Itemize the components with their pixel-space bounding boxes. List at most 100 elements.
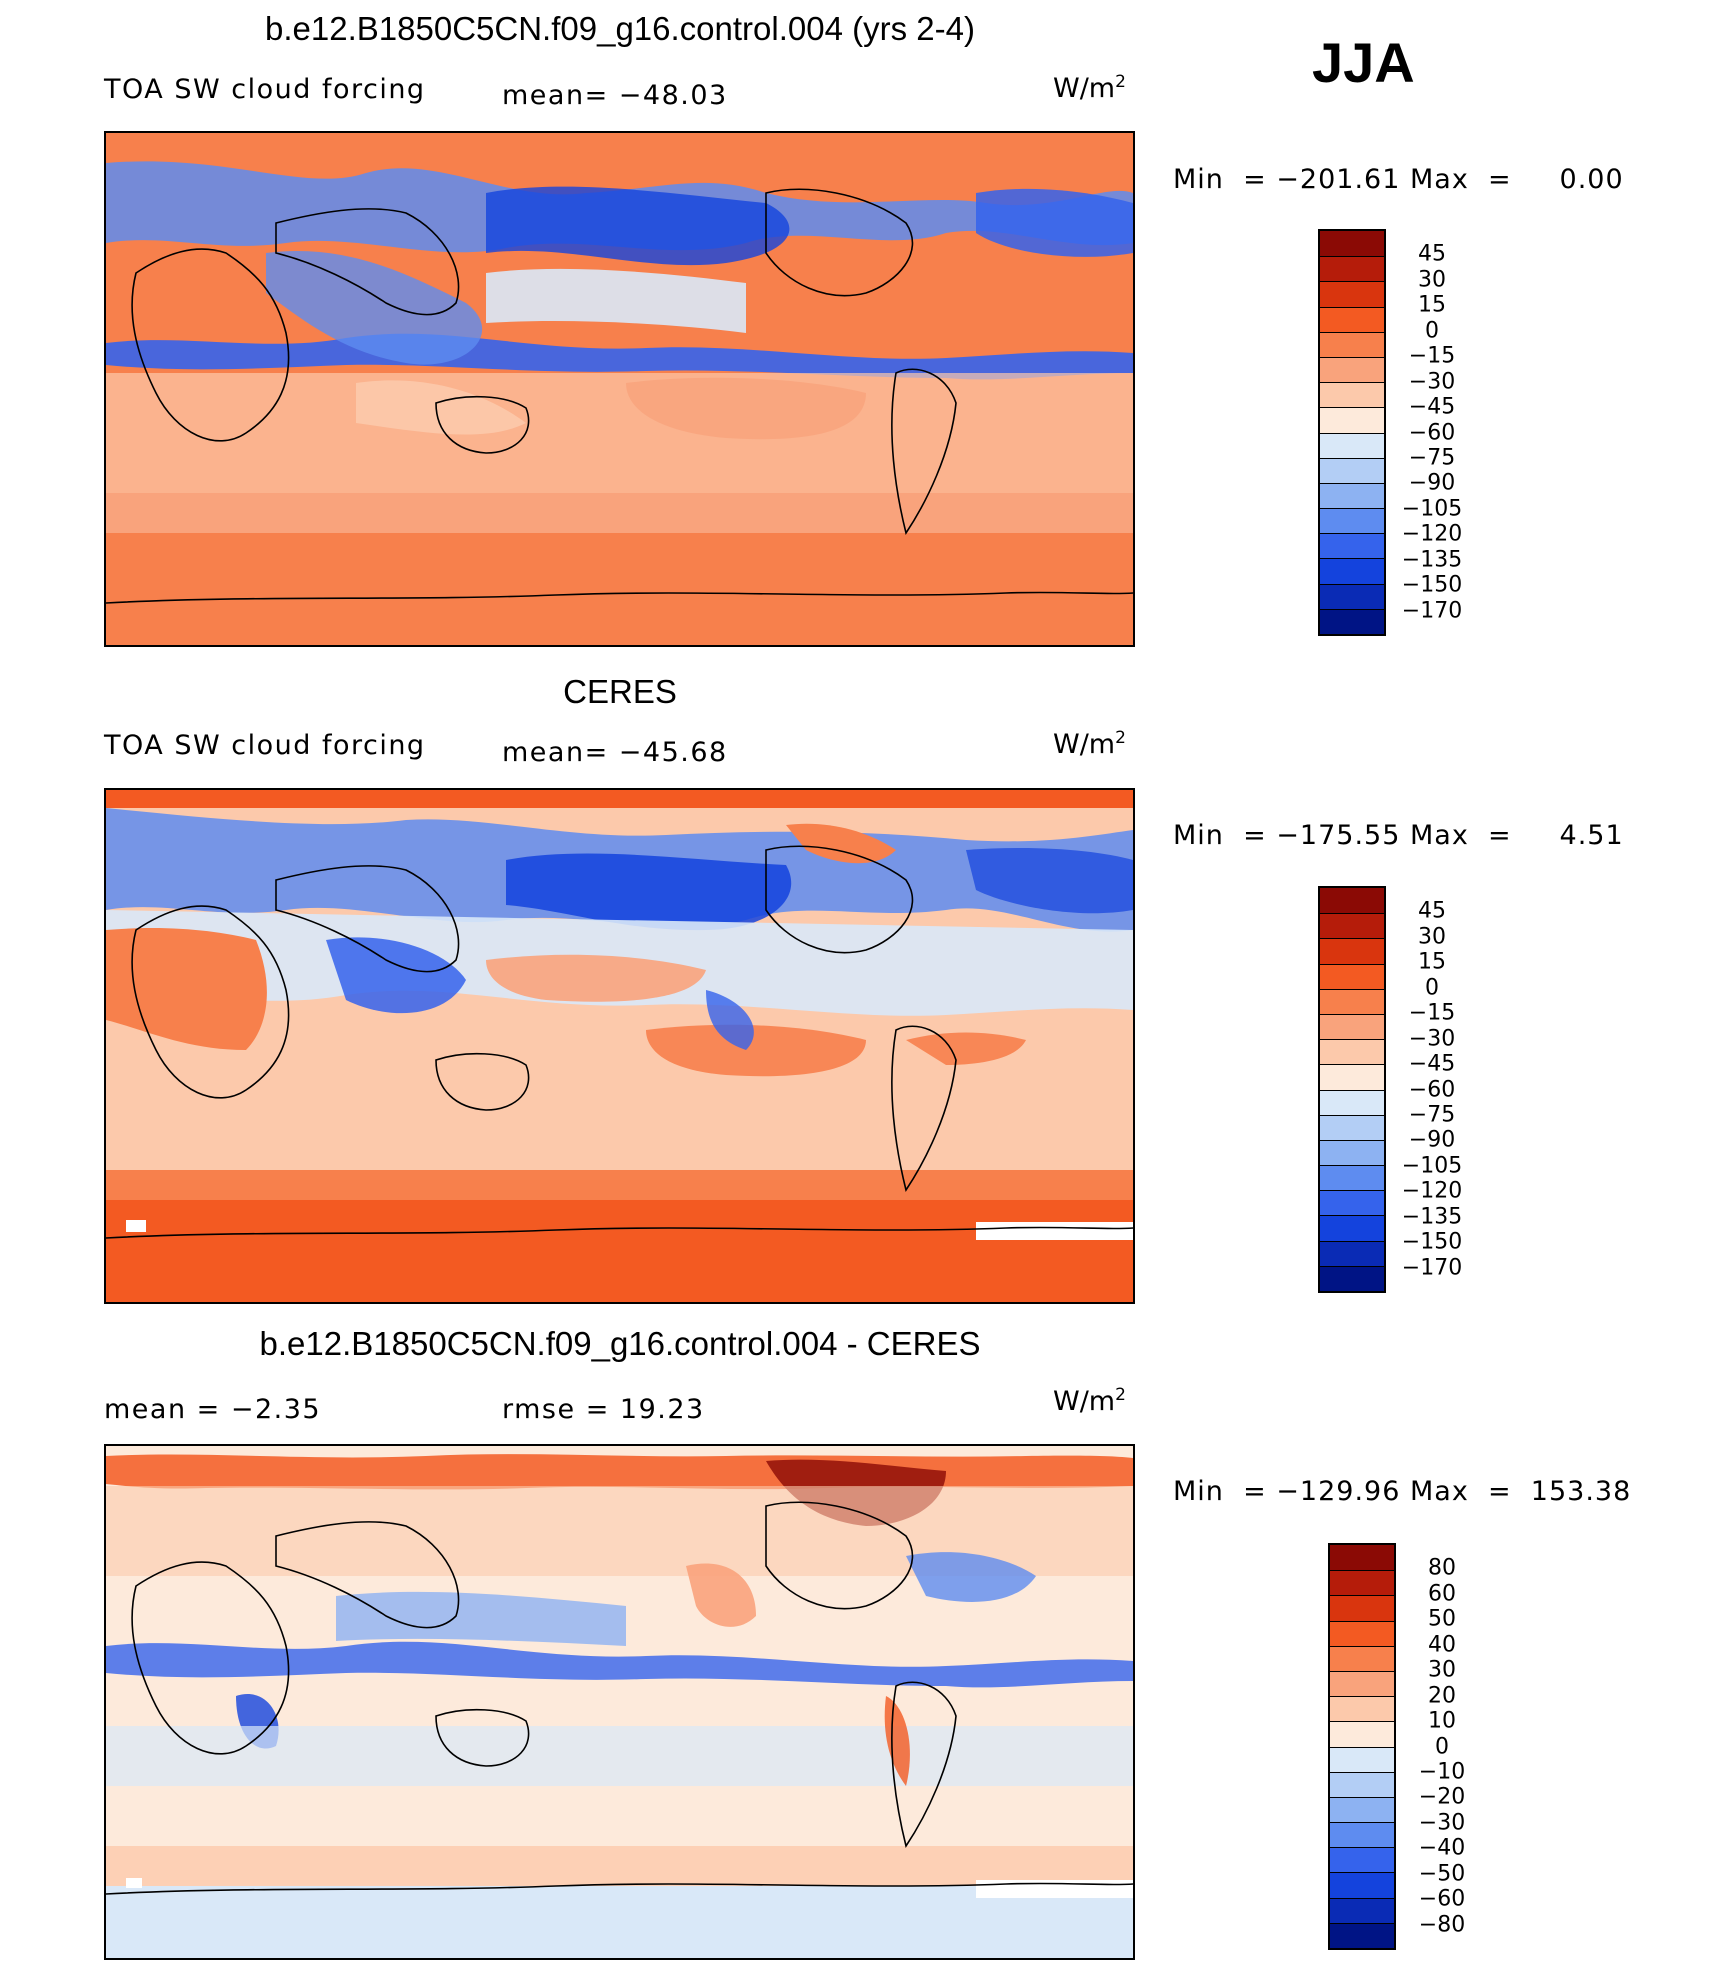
colorbar-level-label: −80 — [1418, 1912, 1466, 1938]
colorbar-swatch — [1320, 583, 1384, 609]
colorbar-level-label: −10 — [1418, 1759, 1466, 1785]
panel2-max-value: 4.51 — [1559, 820, 1624, 851]
colorbar-level-label: −15 — [1408, 1000, 1456, 1026]
colorbar-swatch — [1330, 1595, 1394, 1621]
colorbar-level-label: −45 — [1408, 394, 1456, 420]
colorbar-swatch — [1320, 1139, 1384, 1166]
colorbar-level-label: −105 — [1401, 1153, 1463, 1179]
colorbar-level-label: −30 — [1418, 1810, 1466, 1836]
colorbar-level-label: 0 — [1425, 975, 1439, 1001]
panel1-map — [104, 131, 1135, 647]
colorbar-level-label: 40 — [1428, 1632, 1456, 1658]
colorbar-swatch — [1330, 1670, 1394, 1697]
panel1-field-label: TOA SW cloud forcing — [104, 74, 426, 105]
colorbar-level-label: −120 — [1401, 1178, 1463, 1204]
colorbar-swatch — [1330, 1771, 1394, 1797]
colorbar-level-label: −40 — [1418, 1835, 1466, 1861]
season-label: JJA — [1312, 31, 1415, 94]
colorbar-level-label: 60 — [1428, 1581, 1456, 1607]
panel3-rmse: rmse = 19.23 — [502, 1394, 705, 1425]
panel3-colorbar-labels: 80 60 50 40 30 20 10 0 −10 −20 −30 −40 −50 −60 −80 — [1407, 1543, 1477, 1950]
colorbar-swatch — [1330, 1897, 1394, 1923]
colorbar-level-label: −45 — [1408, 1051, 1456, 1077]
colorbar-level-label: −30 — [1408, 369, 1456, 395]
panel3-map — [104, 1444, 1135, 1960]
colorbar-level-label: 30 — [1428, 1657, 1456, 1683]
colorbar-level-label: −75 — [1408, 1102, 1456, 1128]
colorbar-swatch — [1320, 608, 1384, 634]
colorbar-level-label: 30 — [1418, 924, 1446, 950]
colorbar-swatch — [1330, 1822, 1394, 1848]
panel2-colorbar-labels: 45 30 15 0 −15 −30 −45 −60 −75 −90 −105 −120 −135 −15… — [1397, 886, 1467, 1293]
colorbar-level-label: −105 — [1401, 496, 1463, 522]
panel1-colorbar-labels: 45 30 15 0 −15 −30 −45 −60 −75 −90 −105 −120 −135 −15… — [1397, 229, 1467, 636]
colorbar-swatch — [1330, 1847, 1394, 1873]
colorbar-level-label: 30 — [1418, 267, 1446, 293]
colorbar-swatch — [1320, 1114, 1384, 1140]
colorbar-level-label: 15 — [1418, 292, 1446, 318]
panel1-min-value: −201.61 — [1276, 164, 1401, 195]
colorbar-swatch — [1320, 888, 1384, 914]
colorbar-level-label: −170 — [1401, 1255, 1463, 1281]
colorbar-swatch — [1320, 281, 1384, 307]
colorbar-level-label: 0 — [1435, 1734, 1449, 1759]
panel3-minmax: Min = −129.96 Max = 153.38 — [1173, 1476, 1632, 1507]
panel1-title: b.e12.B1850C5CN.f09_g16.control.004 (yrs… — [265, 10, 975, 47]
panel2-minmax: Min = −175.55 Max = 4.51 — [1173, 820, 1624, 851]
panel3-units: W/m2 — [1053, 1385, 1126, 1417]
colorbar-swatch — [1320, 1039, 1384, 1065]
colorbar-swatch — [1330, 1746, 1394, 1772]
panel1-map-svg — [106, 133, 1133, 645]
panel2-units: W/m2 — [1053, 728, 1126, 760]
colorbar-swatch — [1330, 1620, 1394, 1646]
colorbar-swatch — [1320, 231, 1384, 257]
colorbar-level-label: 0 — [1425, 318, 1439, 344]
colorbar-swatch — [1320, 1165, 1384, 1191]
colorbar-level-label: 20 — [1428, 1683, 1456, 1709]
colorbar-swatch — [1330, 1872, 1394, 1898]
colorbar-swatch — [1320, 988, 1384, 1014]
colorbar-swatch — [1320, 407, 1384, 433]
panel2-title: CERES — [563, 673, 677, 710]
colorbar-swatch — [1330, 1922, 1394, 1948]
panel2-mean: mean= −45.68 — [502, 737, 728, 768]
colorbar-swatch — [1320, 382, 1384, 408]
panel2-colorbar — [1318, 886, 1386, 1293]
colorbar-swatch — [1320, 1240, 1384, 1266]
colorbar-swatch — [1330, 1570, 1394, 1596]
colorbar-level-label: 50 — [1428, 1606, 1456, 1632]
panel3-colorbar — [1328, 1543, 1396, 1950]
colorbar-level-label: 10 — [1428, 1708, 1456, 1734]
colorbar-level-label: 15 — [1418, 949, 1446, 975]
colorbar-level-label: 80 — [1428, 1555, 1456, 1581]
colorbar-level-label: −150 — [1401, 1229, 1463, 1255]
colorbar-swatch — [1330, 1645, 1394, 1671]
panel2-min-value: −175.55 — [1276, 820, 1401, 851]
colorbar-swatch — [1320, 1190, 1384, 1216]
colorbar-swatch — [1320, 533, 1384, 559]
panel1-colorbar — [1318, 229, 1386, 636]
colorbar-level-label: −90 — [1408, 1127, 1456, 1153]
panel1-units: W/m2 — [1053, 72, 1126, 104]
colorbar-level-label: −30 — [1408, 1026, 1456, 1052]
colorbar-swatch — [1330, 1696, 1394, 1722]
colorbar-level-label: −15 — [1408, 343, 1456, 369]
colorbar-swatch — [1320, 256, 1384, 282]
panel1-minmax: Min = −201.61 Max = 0.00 — [1173, 164, 1624, 195]
colorbar-level-label: −20 — [1418, 1784, 1466, 1810]
colorbar-swatch — [1320, 482, 1384, 509]
colorbar-level-label: −75 — [1408, 445, 1456, 471]
colorbar-level-label: −90 — [1408, 470, 1456, 496]
panel3-map-svg — [106, 1446, 1133, 1958]
colorbar-level-label: −135 — [1401, 1204, 1463, 1230]
colorbar-level-label: 45 — [1418, 898, 1446, 924]
colorbar-swatch — [1320, 1265, 1384, 1291]
panel3-min-value: −129.96 — [1276, 1476, 1401, 1507]
colorbar-level-label: −60 — [1408, 1077, 1456, 1102]
colorbar-swatch — [1320, 306, 1384, 332]
colorbar-level-label: −150 — [1401, 572, 1463, 598]
colorbar-swatch — [1330, 1796, 1394, 1823]
panel2-map-svg — [106, 790, 1133, 1302]
panel3-mean: mean = −2.35 — [104, 1394, 322, 1425]
colorbar-swatch — [1320, 1215, 1384, 1241]
